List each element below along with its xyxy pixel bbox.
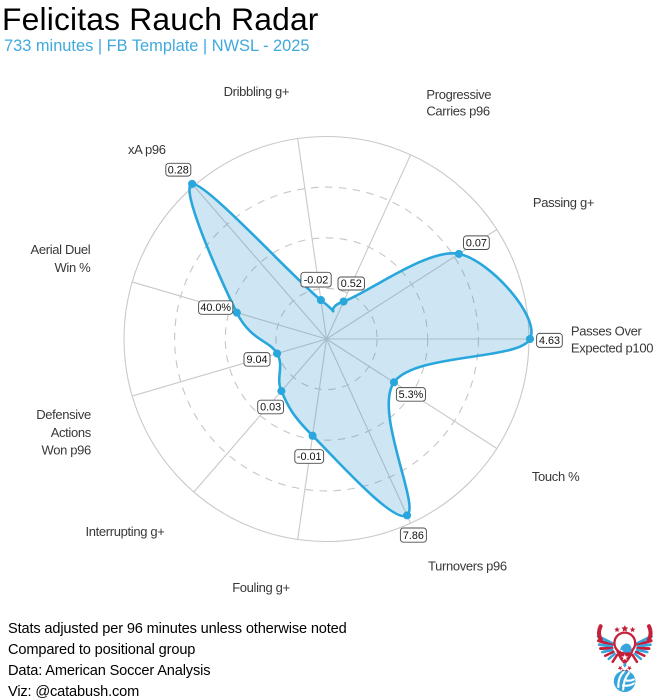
svg-text:Dribbling g+: Dribbling g+ (224, 84, 290, 99)
svg-text:Won p96: Won p96 (42, 443, 91, 458)
svg-text:Defensive: Defensive (36, 407, 91, 422)
svg-text:40.0%: 40.0% (200, 302, 231, 314)
svg-text:9.04: 9.04 (246, 354, 267, 366)
svg-text:Fouling g+: Fouling g+ (232, 580, 290, 595)
svg-text:Aerial Duel: Aerial Duel (31, 242, 91, 257)
svg-text:5.3%: 5.3% (399, 389, 424, 401)
svg-text:xA p96: xA p96 (128, 142, 166, 157)
svg-text:0.07: 0.07 (466, 237, 487, 249)
svg-text:-0.02: -0.02 (304, 274, 329, 286)
svg-text:Actions: Actions (51, 425, 92, 440)
svg-text:7.86: 7.86 (403, 530, 424, 542)
svg-text:-0.01: -0.01 (297, 451, 322, 463)
svg-text:Win %: Win % (54, 260, 91, 275)
svg-text:Touch %: Touch % (532, 469, 580, 484)
svg-text:Passes Over: Passes Over (571, 324, 643, 339)
svg-text:Turnovers p96: Turnovers p96 (428, 558, 507, 573)
svg-text:Progressive: Progressive (426, 87, 491, 102)
svg-text:0.03: 0.03 (260, 402, 281, 414)
svg-text:0.52: 0.52 (341, 278, 362, 290)
svg-text:Carries p96: Carries p96 (426, 103, 489, 118)
svg-text:4.63: 4.63 (539, 335, 560, 347)
svg-text:Passing g+: Passing g+ (533, 195, 594, 210)
svg-text:0.28: 0.28 (168, 164, 189, 176)
svg-text:Interrupting g+: Interrupting g+ (86, 524, 165, 539)
svg-text:Expected p100: Expected p100 (571, 340, 653, 355)
